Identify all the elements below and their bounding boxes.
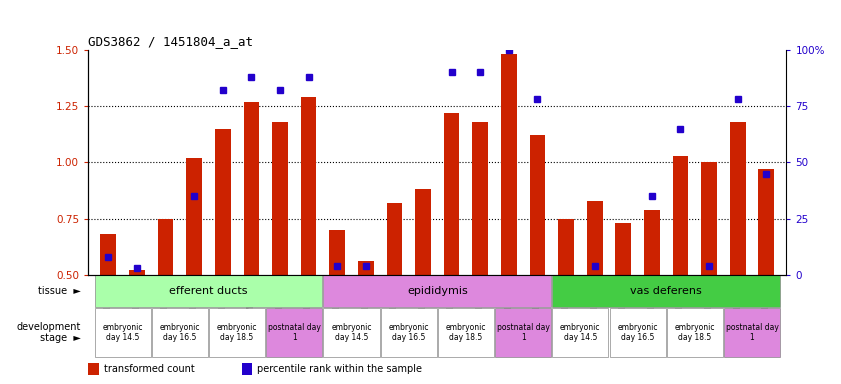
Bar [495,308,551,357]
Bar [152,308,208,357]
Bar [438,308,494,357]
Bar [242,363,252,374]
Bar [387,203,402,275]
Bar [415,189,431,275]
Text: transformed count: transformed count [103,364,194,374]
Bar [730,122,746,275]
Bar [530,136,545,275]
Bar [553,308,608,357]
Bar [157,218,173,275]
Bar [701,162,717,275]
Bar [330,230,345,275]
Text: epididymis: epididymis [407,286,468,296]
Text: embryonic
day 16.5: embryonic day 16.5 [160,323,200,342]
Bar [644,210,659,275]
Bar [244,102,259,275]
Bar [610,308,665,357]
Bar [558,218,574,275]
Bar [215,129,230,275]
Bar [94,308,151,357]
Bar [724,308,780,357]
Bar [444,113,459,275]
Bar [324,308,379,357]
Bar [759,169,775,275]
Text: embryonic
day 14.5: embryonic day 14.5 [103,323,143,342]
Text: embryonic
day 16.5: embryonic day 16.5 [389,323,429,342]
Text: embryonic
day 18.5: embryonic day 18.5 [217,323,257,342]
Text: embryonic
day 14.5: embryonic day 14.5 [331,323,372,342]
Bar [267,308,322,357]
Bar [100,234,116,275]
Bar [473,122,488,275]
Bar [616,223,631,275]
Text: development
stage  ►: development stage ► [17,322,82,343]
Text: efferent ducts: efferent ducts [169,286,248,296]
Bar [667,308,722,357]
Bar [94,275,322,307]
Bar [673,156,688,275]
Text: postnatal day
1: postnatal day 1 [726,323,779,342]
Text: embryonic
day 14.5: embryonic day 14.5 [560,323,600,342]
Text: embryonic
day 16.5: embryonic day 16.5 [617,323,658,342]
Text: percentile rank within the sample: percentile rank within the sample [257,364,422,374]
Bar [272,122,288,275]
Text: embryonic
day 18.5: embryonic day 18.5 [446,323,486,342]
Text: GDS3862 / 1451804_a_at: GDS3862 / 1451804_a_at [88,35,253,48]
Bar [553,275,780,307]
Bar [301,97,316,275]
Bar [88,363,98,374]
Text: tissue  ►: tissue ► [39,286,82,296]
Bar [587,200,602,275]
Bar [501,55,516,275]
Text: vas deferens: vas deferens [630,286,702,296]
Text: postnatal day
1: postnatal day 1 [267,323,320,342]
Text: embryonic
day 18.5: embryonic day 18.5 [674,323,715,342]
Bar [209,308,265,357]
Bar [358,262,373,275]
Text: postnatal day
1: postnatal day 1 [497,323,549,342]
Bar [187,158,202,275]
Bar [381,308,436,357]
Bar [324,275,551,307]
Bar [129,270,145,275]
